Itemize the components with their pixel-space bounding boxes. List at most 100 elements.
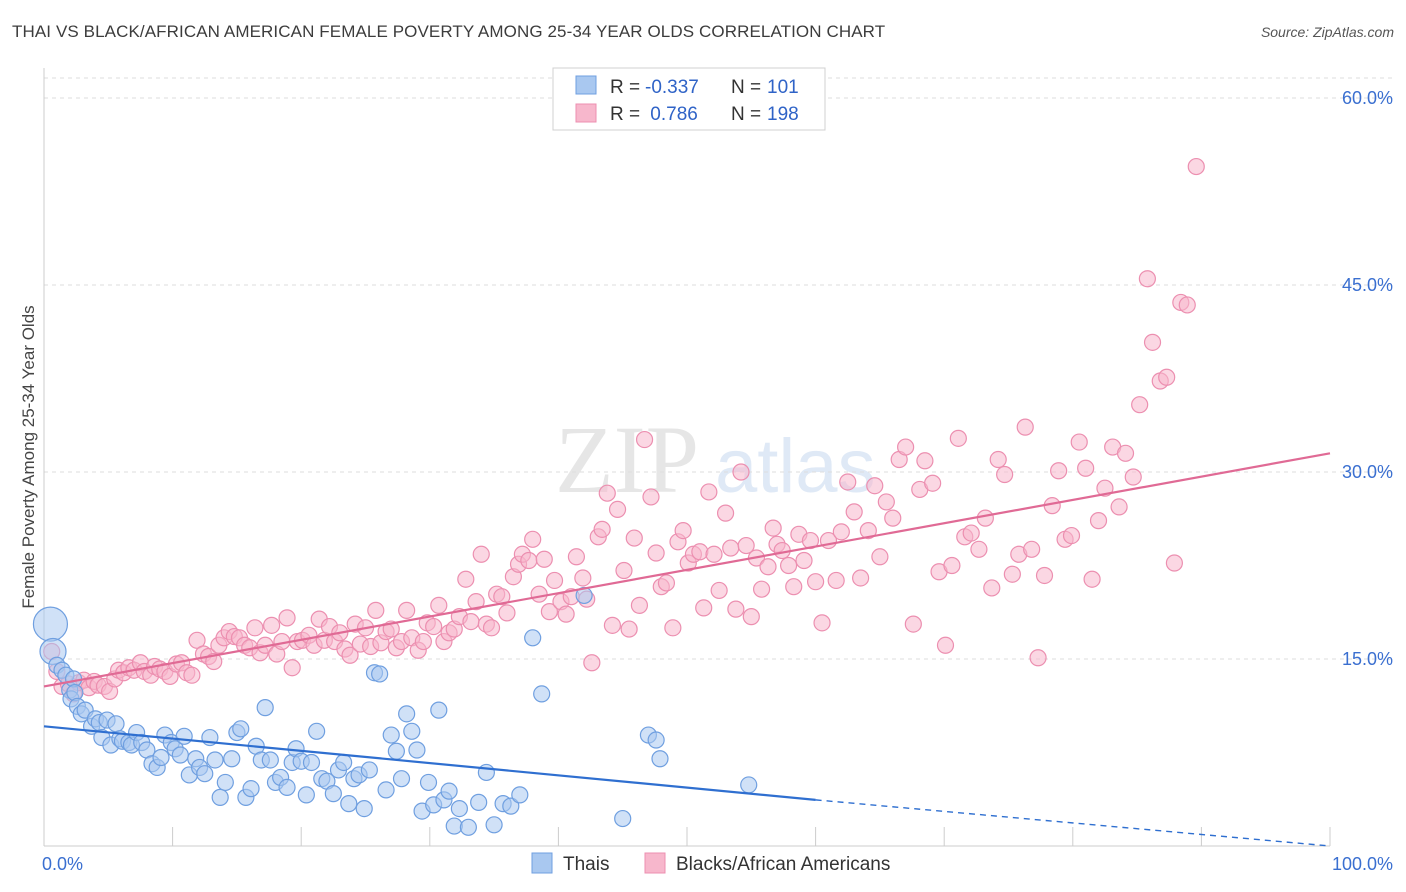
legend-n-value-blacks: 198 — [767, 104, 799, 125]
data-point-blacks — [897, 438, 915, 456]
correlation-legend: R = -0.337 N = 101 R = 0.786 N = 198 — [552, 67, 826, 131]
data-point-thais — [371, 665, 389, 683]
data-point-blacks — [524, 530, 542, 548]
data-point-blacks — [341, 646, 359, 664]
data-point-thais — [377, 781, 395, 799]
data-point-thais — [450, 799, 468, 818]
data-point-blacks — [520, 551, 538, 570]
data-point-blacks — [535, 550, 553, 568]
data-point-thais — [477, 763, 495, 782]
data-point-blacks — [188, 631, 206, 649]
trend-line-thais — [43, 725, 816, 801]
data-point-blacks — [691, 543, 709, 561]
data-point-thais — [206, 751, 224, 769]
data-point-blacks — [1016, 418, 1034, 436]
data-point-thais — [440, 782, 458, 800]
data-point-blacks — [752, 580, 771, 598]
data-point-blacks — [414, 632, 432, 651]
data-point-blacks — [183, 666, 201, 684]
data-point-blacks — [716, 504, 735, 522]
data-point-thais — [387, 742, 405, 760]
data-point-blacks — [457, 570, 475, 588]
y-tick-label: 30.0% — [1342, 462, 1393, 482]
data-point-blacks — [283, 659, 301, 677]
data-point-blacks — [710, 581, 728, 600]
data-point-blacks — [983, 579, 1001, 597]
data-point-blacks — [1083, 570, 1101, 588]
trend-lines — [43, 452, 1331, 847]
data-point-blacks — [1089, 512, 1108, 530]
data-point-blacks — [263, 616, 281, 634]
data-point-blacks — [695, 599, 713, 617]
data-point-blacks — [664, 619, 682, 637]
data-point-thais — [511, 786, 529, 804]
trend-line-blacks — [43, 452, 1331, 688]
data-point-blacks — [608, 500, 627, 518]
data-point-blacks — [884, 509, 902, 527]
data-point-blacks — [615, 561, 633, 580]
data-point-thais — [297, 786, 315, 804]
x-ticks — [172, 827, 1331, 846]
data-point-thais — [278, 778, 296, 797]
legend-swatch-blacks — [575, 103, 597, 123]
data-point-blacks — [1035, 566, 1054, 585]
data-point-blacks — [657, 574, 676, 592]
data-point-thais — [242, 780, 260, 798]
data-point-blacks — [759, 558, 777, 576]
data-point-blacks — [996, 465, 1014, 484]
data-point-blacks — [367, 601, 385, 619]
x-tick-label-max: 100.0% — [1332, 854, 1393, 874]
data-point-thais — [524, 629, 542, 647]
data-point-blacks — [620, 620, 638, 638]
data-point-blacks — [732, 463, 750, 481]
bottom-legend-label-blacks: Blacks/African Americans — [676, 854, 890, 875]
legend-r-value-thais: -0.337 — [645, 77, 699, 98]
data-point-blacks — [1096, 479, 1114, 497]
data-point-blacks — [630, 596, 649, 614]
data-point-blacks — [1143, 333, 1162, 351]
data-point-blacks — [540, 603, 558, 621]
data-point-blacks — [764, 519, 782, 537]
data-point-thais — [398, 705, 416, 723]
data-point-thais — [355, 799, 373, 818]
data-point-thais — [324, 785, 342, 803]
legend-swatch-thais — [575, 75, 597, 95]
data-point-thais — [302, 753, 321, 772]
data-point-blacks — [498, 604, 516, 622]
data-point-blacks — [1062, 526, 1081, 545]
data-point-blacks — [936, 636, 955, 654]
data-point-blacks — [976, 509, 994, 527]
data-point-blacks — [852, 569, 870, 587]
data-point-thais — [614, 809, 632, 828]
data-point-thais — [403, 722, 421, 740]
data-point-blacks — [722, 539, 740, 557]
data-point-blacks — [1178, 296, 1196, 314]
data-point-blacks — [962, 524, 980, 542]
legend-n-label-thais: N = — [731, 77, 761, 98]
data-point-blacks — [827, 571, 845, 590]
data-point-blacks — [398, 601, 416, 619]
data-point-thais — [196, 765, 214, 783]
data-point-thais — [502, 797, 520, 815]
data-point-thais — [211, 788, 229, 806]
data-point-blacks — [1165, 554, 1183, 572]
data-point-blacks — [916, 452, 934, 470]
data-point-thais — [340, 795, 358, 813]
data-point-blacks — [806, 573, 825, 591]
data-point-thais — [335, 753, 353, 772]
data-point-blacks — [598, 484, 616, 502]
y-tick-label: 15.0% — [1342, 649, 1393, 669]
data-point-blacks — [1070, 433, 1088, 451]
data-point-blacks — [1029, 649, 1047, 667]
data-point-blacks — [482, 619, 501, 637]
data-point-blacks — [1110, 498, 1128, 516]
legend-r-label-blacks: R = — [610, 104, 640, 125]
data-point-thais — [459, 818, 477, 836]
data-point-blacks — [705, 545, 723, 563]
data-point-blacks — [737, 536, 755, 555]
data-point-blacks — [425, 617, 443, 636]
data-point-thais — [308, 722, 326, 740]
data-point-blacks — [1187, 157, 1205, 176]
data-point-thais — [152, 748, 170, 767]
